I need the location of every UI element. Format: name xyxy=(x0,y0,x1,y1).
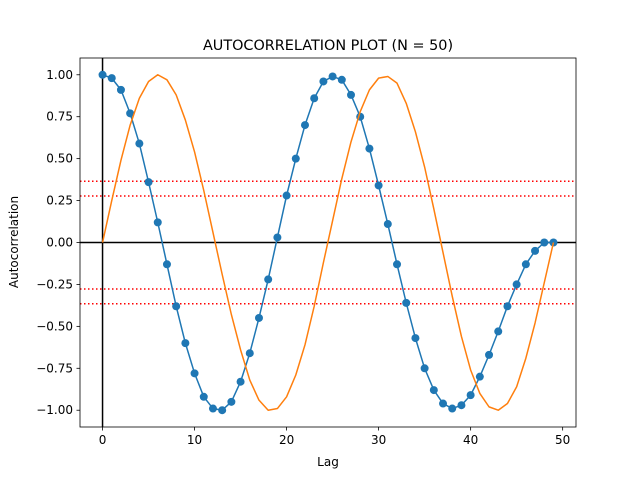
series-1-point-15 xyxy=(236,377,245,386)
series-1-point-37 xyxy=(439,399,448,408)
series-2-line xyxy=(101,74,555,411)
series-1-point-25 xyxy=(328,72,337,81)
x-tick-label-0: 0 xyxy=(99,433,107,447)
series-1-point-4 xyxy=(135,139,144,148)
series-1-point-27 xyxy=(347,90,356,99)
x-axis-label: Lag xyxy=(317,455,339,469)
data-layer xyxy=(80,58,576,427)
series-1-point-16 xyxy=(245,349,254,358)
series-1-point-10 xyxy=(190,369,199,378)
series-1-point-6 xyxy=(153,218,162,227)
plot-area: 0 10 20 30 40 50 −1.00 −0.75 −0.50 −0.25 0.00 0.25 0… xyxy=(36,57,577,447)
series-1-point-3 xyxy=(126,109,135,118)
series-1-point-48 xyxy=(540,238,549,247)
x-tick-label-3: 30 xyxy=(371,433,386,447)
series-1-point-43 xyxy=(494,327,503,336)
series-1-point-12 xyxy=(208,404,217,413)
series-1-point-7 xyxy=(162,260,171,269)
y-tick-label-3: −0.25 xyxy=(36,277,73,291)
series-1-point-44 xyxy=(503,302,512,311)
series-1-point-18 xyxy=(264,275,273,284)
series-1-point-42 xyxy=(485,350,494,359)
y-tick-label-0: −1.00 xyxy=(36,403,73,417)
series-1-point-19 xyxy=(273,233,282,242)
y-tick-label-5: 0.25 xyxy=(46,194,73,208)
x-tick-label-4: 40 xyxy=(463,433,478,447)
series-1-point-36 xyxy=(429,386,438,395)
series-1-point-47 xyxy=(531,246,540,255)
series-1-point-40 xyxy=(466,391,475,400)
x-tick-label-1: 10 xyxy=(187,433,202,447)
series-1-point-20 xyxy=(282,191,291,200)
series-1-point-24 xyxy=(319,77,328,86)
series-1-point-21 xyxy=(291,154,300,163)
series-1-point-35 xyxy=(420,364,429,373)
series-1-point-13 xyxy=(218,406,227,415)
series-1-point-49 xyxy=(549,238,558,247)
x-tick-label-2: 20 xyxy=(279,433,294,447)
series-1-point-31 xyxy=(383,220,392,229)
y-tick-label-8: 1.00 xyxy=(46,68,73,82)
series-1-point-1 xyxy=(107,74,116,83)
y-axis-label: Autocorrelation xyxy=(7,196,21,288)
y-tick-label-4: 0.00 xyxy=(46,236,73,250)
series-1-point-45 xyxy=(512,280,521,289)
series-1-point-11 xyxy=(199,392,208,401)
series-1-point-5 xyxy=(144,178,153,187)
series-1-point-38 xyxy=(448,404,457,413)
series-1-point-39 xyxy=(457,401,466,410)
series-1-point-0 xyxy=(98,70,107,79)
series-1-point-17 xyxy=(254,313,263,322)
series-1-point-41 xyxy=(475,372,484,381)
series-1-point-32 xyxy=(393,260,402,269)
series-1-point-30 xyxy=(374,181,383,190)
chart-title: AUTOCORRELATION PLOT (N = 50) xyxy=(203,38,453,54)
series-1-point-8 xyxy=(172,302,181,311)
series-1-point-26 xyxy=(337,75,346,84)
series-1-point-22 xyxy=(300,121,309,130)
series-1-point-9 xyxy=(181,339,190,348)
series-1-point-2 xyxy=(116,85,125,94)
series-1-point-46 xyxy=(521,260,530,269)
y-tick-label-2: −0.50 xyxy=(36,319,73,333)
y-tick-label-1: −0.75 xyxy=(36,361,73,375)
y-tick-label-6: 0.50 xyxy=(46,152,73,166)
x-tick-label-5: 50 xyxy=(555,433,570,447)
series-1-point-23 xyxy=(310,94,319,103)
series-1-point-34 xyxy=(411,334,420,343)
y-tick-label-7: 0.75 xyxy=(46,110,73,124)
series-1-point-29 xyxy=(365,144,374,153)
series-1-point-33 xyxy=(402,298,411,307)
series-1-point-14 xyxy=(227,397,236,406)
